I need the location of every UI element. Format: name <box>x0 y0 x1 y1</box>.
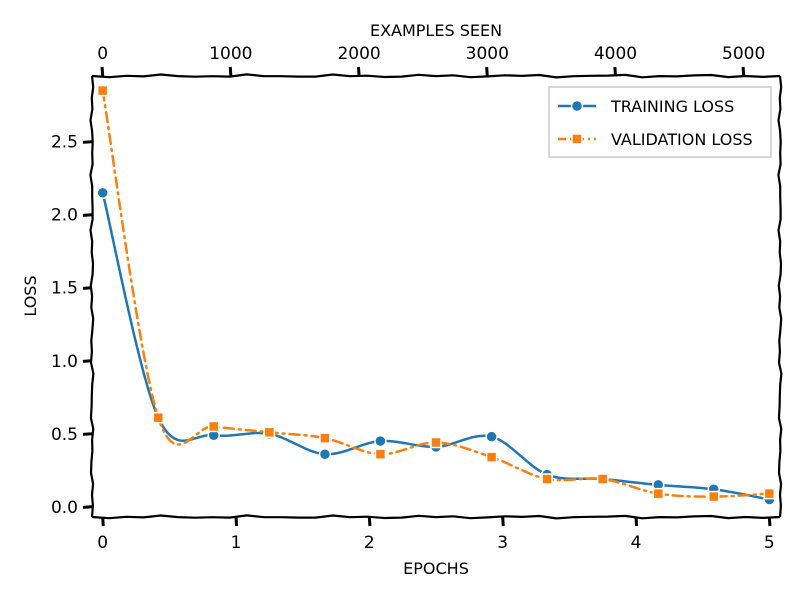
data-point <box>596 473 609 485</box>
legend: TRAINING LOSS VALIDATION LOSS <box>548 86 772 158</box>
y-tick-label: 1.5 <box>51 279 78 299</box>
x2-tick-mark <box>228 66 233 77</box>
data-point <box>374 448 387 460</box>
x2-tick-mark <box>613 66 617 77</box>
x-tick-label: 3 <box>497 533 508 553</box>
data-point <box>652 487 665 500</box>
x-axis-title: EPOCHS <box>403 559 469 578</box>
top-axis-title: EXAMPLES SEEN <box>370 21 502 40</box>
y-axis-title: LOSS <box>21 275 40 316</box>
data-point <box>207 420 220 433</box>
x-tick-mark <box>101 516 105 527</box>
y-tick-label: 0.5 <box>51 425 78 445</box>
x2-tick-label: 2000 <box>337 44 380 64</box>
data-point <box>485 451 498 463</box>
data-point <box>541 473 553 485</box>
data-point <box>96 84 109 97</box>
y-tick-label: 2.0 <box>51 206 78 226</box>
plot-border-left <box>89 75 95 518</box>
x2-tick-mark <box>741 66 746 77</box>
legend-box <box>548 86 772 158</box>
y-tick-mark <box>82 286 93 290</box>
series-line <box>101 191 771 501</box>
x2-tick-label: 1000 <box>209 44 252 64</box>
legend-item: TRAINING LOSS <box>558 97 734 116</box>
series-training-loss <box>96 186 776 506</box>
data-point <box>485 430 498 443</box>
x-tick-label: 1 <box>231 533 242 553</box>
x2-tick-label: 3000 <box>466 44 509 64</box>
y-tick-label: 1.0 <box>51 352 78 372</box>
y-tick-mark <box>82 432 93 436</box>
data-point <box>318 447 332 461</box>
x-tick-label: 2 <box>364 533 375 553</box>
legend-label: VALIDATION LOSS <box>611 130 753 149</box>
data-point <box>263 426 276 439</box>
legend-item: VALIDATION LOSS <box>558 130 753 149</box>
x2-tick-mark <box>100 66 105 77</box>
legend-marker <box>570 99 584 113</box>
axes: 0 1 2 3 4 5 0 1000 2000 3000 4000 5000 0.0 0.5 1.0 1.5 2… <box>51 44 775 553</box>
y-tick-label: 2.5 <box>51 133 78 153</box>
plot-border-right <box>777 75 783 518</box>
x-tick-mark <box>767 516 772 527</box>
data-point <box>763 487 776 500</box>
data-point <box>374 434 387 448</box>
data-point <box>319 432 331 444</box>
plot-frame <box>89 73 783 520</box>
legend-label: TRAINING LOSS <box>610 97 734 116</box>
plot-border-bottom <box>91 514 781 520</box>
x2-tick-mark <box>485 66 489 77</box>
y-tick-mark <box>82 505 93 509</box>
x-tick-mark <box>634 516 639 527</box>
plot-border-top <box>91 73 781 79</box>
data-point <box>430 436 442 449</box>
x-tick-mark <box>234 516 239 527</box>
series-layer <box>96 84 776 506</box>
x-tick-mark <box>501 516 505 527</box>
x2-tick-mark <box>356 66 361 77</box>
x-tick-label: 5 <box>764 533 775 553</box>
y-tick-mark <box>82 140 93 144</box>
x2-tick-label: 0 <box>97 44 108 64</box>
x-tick-label: 4 <box>631 533 642 553</box>
data-point <box>96 186 109 200</box>
y-tick-mark <box>82 359 93 363</box>
series-validation-loss <box>96 84 776 503</box>
x2-tick-label: 4000 <box>594 44 637 64</box>
y-tick-label: 0.0 <box>51 498 78 518</box>
x-tick-label: 0 <box>97 533 108 553</box>
series-line <box>101 89 771 498</box>
y-tick-mark <box>82 213 93 217</box>
x-tick-mark <box>367 516 372 527</box>
data-point <box>707 490 720 503</box>
data-point <box>152 411 165 424</box>
x2-tick-label: 5000 <box>722 44 765 64</box>
legend-marker <box>571 133 583 145</box>
